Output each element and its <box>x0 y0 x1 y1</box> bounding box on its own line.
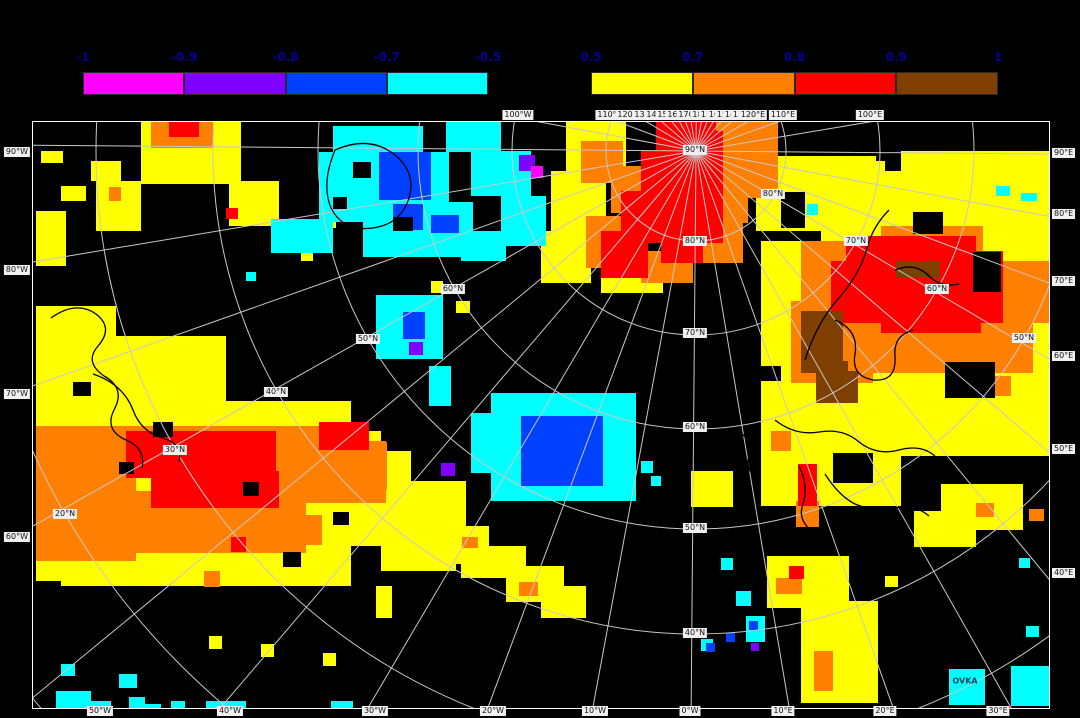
positive-scale-tick-1: 0.7 <box>682 50 704 64</box>
lon-label-right-3: 60°E <box>1052 351 1076 361</box>
lon-label-left-2: 70°W <box>3 389 30 399</box>
negative-scale-tick-2: -0.8 <box>272 50 299 64</box>
graticule <box>33 122 1049 708</box>
lon-label-bottom-2: 30°W <box>361 706 389 716</box>
data-patches <box>36 122 1049 708</box>
lat-label-7: 70°N <box>843 236 869 246</box>
lon-label-right-4: 50°E <box>1052 444 1076 454</box>
lon-label-right-1: 80°E <box>1052 209 1076 219</box>
lon-label-bottom-6: 10°E <box>771 706 795 716</box>
negative-scale-segment-1 <box>184 72 286 95</box>
lat-label-1: 80°N <box>682 236 708 246</box>
lat-label-14: 20°N <box>52 509 78 519</box>
negative-scale-tick-0: -1 <box>76 50 90 64</box>
negative-scale-tick-3: -0.7 <box>373 50 400 64</box>
negative-scale-segment-0 <box>83 72 185 95</box>
positive-scale-segment-0 <box>591 72 693 95</box>
lon-label-right-0: 90°E <box>1052 148 1076 158</box>
lon-label-bottom-1: 40°W <box>216 706 244 716</box>
lon-label-top-1: 110°W <box>595 110 627 120</box>
lon-label-bottom-4: 10°W <box>581 706 609 716</box>
lat-label-6: 80°N <box>760 189 786 199</box>
positive-scale-segment-2 <box>794 72 897 95</box>
negative-scale-segment-2 <box>285 72 387 95</box>
lon-label-left-1: 80°W <box>3 265 30 275</box>
map-graphics <box>33 122 1049 708</box>
negative-scale-tick-1: -0.9 <box>171 50 198 64</box>
lon-label-right-5: 40°E <box>1052 568 1076 578</box>
lon-label-top-2: 120°W <box>615 110 647 120</box>
lat-label-3: 60°N <box>682 422 708 432</box>
negative-scale-tick-4: -0.5 <box>474 50 502 64</box>
lon-label-left-3: 60°W <box>3 532 30 542</box>
lat-label-8: 60°N <box>924 284 950 294</box>
positive-scale-segment-1 <box>692 72 795 95</box>
lat-label-13: 30°N <box>162 445 188 455</box>
lon-label-top-14: 120°E <box>738 110 768 120</box>
positive-scale-tick-4: 1 <box>993 50 1003 64</box>
station-label: OVKA <box>952 676 978 686</box>
lat-label-12: 40°N <box>263 387 289 397</box>
positive-colorbar <box>591 72 998 95</box>
lon-label-bottom-8: 30°E <box>986 706 1010 716</box>
lon-label-bottom-5: 0°W <box>679 706 701 716</box>
negative-scale-segment-3 <box>386 72 488 95</box>
lat-label-0: 90°N <box>682 145 708 155</box>
lon-label-right-2: 70°E <box>1052 276 1076 286</box>
lat-label-4: 50°N <box>682 523 708 533</box>
positive-scale-tick-2: 0.8 <box>783 50 806 64</box>
positive-scale-tick-0: 0.5 <box>580 50 602 64</box>
positive-scale-tick-3: 0.9 <box>885 50 907 64</box>
map-canvas <box>32 121 1050 709</box>
lon-label-left-0: 90°W <box>3 147 30 157</box>
lat-label-9: 50°N <box>1011 333 1037 343</box>
lon-label-top-15: 110°E <box>768 110 798 120</box>
lon-label-top-0: 100°W <box>502 110 534 120</box>
negative-colorbar <box>83 72 488 95</box>
lat-label-10: 60°N <box>440 284 466 294</box>
lat-label-5: 40°N <box>682 628 708 638</box>
lat-label-11: 50°N <box>355 334 381 344</box>
positive-scale-segment-3 <box>896 72 998 95</box>
lat-label-2: 70°N <box>682 328 708 338</box>
lon-label-top-16: 100°E <box>855 110 885 120</box>
lon-label-bottom-7: 20°E <box>873 706 897 716</box>
lon-label-bottom-0: 50°W <box>86 706 114 716</box>
lon-label-bottom-3: 20°W <box>479 706 507 716</box>
coastlines <box>50 142 960 533</box>
